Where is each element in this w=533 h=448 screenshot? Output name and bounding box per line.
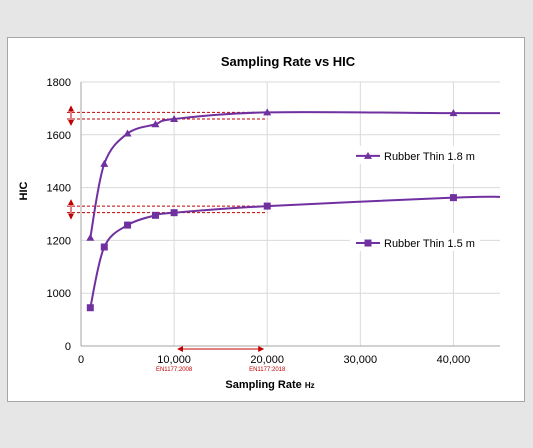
x-tick-label: 0	[78, 354, 84, 366]
series-line	[89, 195, 501, 308]
data-point-square	[151, 211, 159, 219]
data-point-triangle	[449, 109, 458, 117]
data-point-triangle	[86, 233, 95, 241]
y-tick-label: 1400	[47, 183, 71, 195]
data-point-square	[170, 209, 178, 217]
y-tick-label: 1200	[47, 235, 71, 247]
y-tick-label: 0	[65, 341, 71, 353]
data-point-triangle	[123, 129, 132, 137]
series-line	[89, 111, 501, 238]
legend-marker-square	[364, 239, 372, 247]
x-axis-label-text: Sampling Rate	[225, 379, 301, 391]
x-tick-label: 10,000	[157, 354, 191, 366]
axes: 0 1000 1200 1400 1600 1800 0 10,000 20,000 30,000…	[47, 77, 500, 366]
data-point-triangle	[100, 159, 109, 167]
data-point-triangle	[263, 108, 272, 116]
x-axis-unit: Hz	[305, 381, 315, 390]
legend: Rubber Thin 1.8 m Rubber Thin 1.5 m	[350, 145, 480, 252]
data-point-square	[449, 194, 457, 202]
x-tick-label: 40,000	[437, 354, 471, 366]
chart-title: Sampling Rate vs HIC	[221, 54, 356, 69]
legend-label: Rubber Thin 1.5 m	[384, 238, 475, 250]
series-group	[86, 108, 501, 312]
y-tick-label: 1600	[47, 130, 71, 142]
gridlines	[81, 81, 500, 346]
data-point-square	[263, 202, 271, 210]
legend-marker-triangle	[364, 151, 372, 159]
y-axis-label: HIC	[18, 181, 30, 200]
x-tick-label: 30,000	[344, 354, 378, 366]
standard-label: EN1177:2008	[156, 367, 193, 373]
legend-background	[350, 233, 480, 252]
legend-background	[350, 145, 480, 164]
x-axis-label: Sampling Rate Hz	[225, 379, 314, 391]
chart-frame: Sampling Rate vs HIC HIC Sampling Rate H…	[7, 37, 525, 402]
y-tick-label: 1800	[47, 77, 71, 89]
standard-label: EN1177:2018	[249, 367, 286, 373]
data-point-square	[86, 304, 94, 312]
data-point-triangle	[170, 114, 179, 122]
data-point-triangle	[151, 120, 160, 128]
chart-svg: Sampling Rate vs HIC HIC Sampling Rate H…	[18, 54, 501, 391]
legend-label: Rubber Thin 1.8 m	[384, 151, 475, 163]
y-tick-label: 1000	[47, 288, 71, 300]
x-tick-label: 20,000	[250, 354, 284, 366]
data-point-square	[124, 221, 132, 229]
annotations: EN1177:2008 EN1177:2018	[67, 105, 286, 373]
data-point-square	[100, 243, 108, 251]
